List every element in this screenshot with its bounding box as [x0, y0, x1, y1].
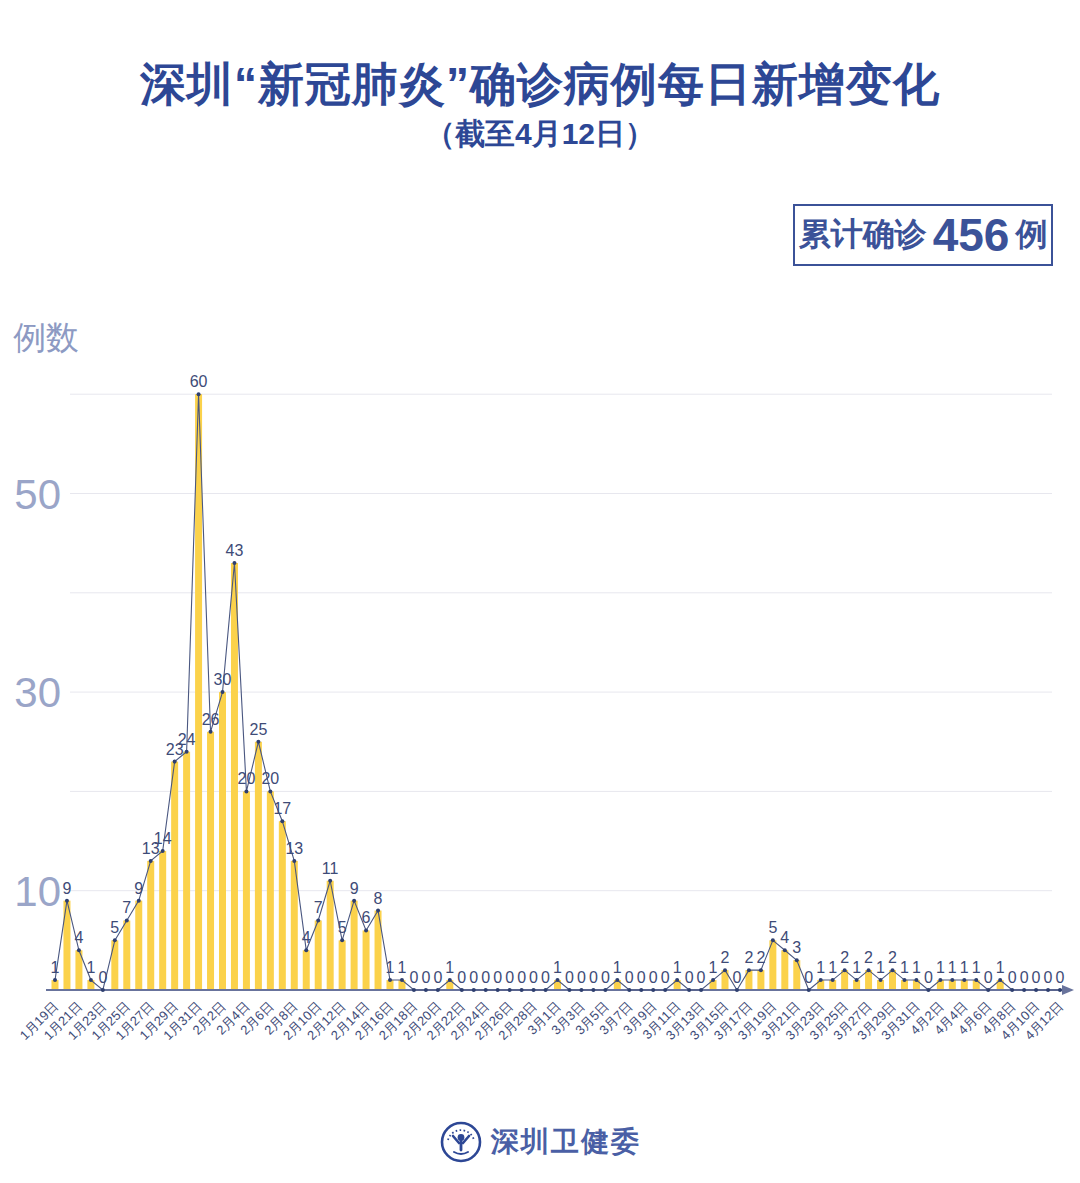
svg-text:1: 1	[948, 959, 957, 976]
svg-text:0: 0	[1044, 969, 1053, 986]
svg-text:0: 0	[697, 969, 706, 986]
svg-text:1: 1	[86, 959, 95, 976]
footer: 深圳卫健委	[0, 1120, 1080, 1164]
gridlines	[70, 394, 1052, 891]
svg-text:0: 0	[733, 969, 742, 986]
svg-text:5: 5	[768, 919, 777, 936]
svg-text:0: 0	[661, 969, 670, 986]
daily-new-cases-chart: 1030501941057913142324602630432025201713…	[0, 0, 1080, 1183]
svg-text:1: 1	[960, 959, 969, 976]
svg-text:0: 0	[649, 969, 658, 986]
svg-text:5: 5	[338, 919, 347, 936]
svg-text:0: 0	[469, 969, 478, 986]
svg-text:2: 2	[840, 949, 849, 966]
svg-text:0: 0	[457, 969, 466, 986]
svg-text:1: 1	[386, 959, 395, 976]
svg-text:0: 0	[601, 969, 610, 986]
svg-text:1: 1	[816, 959, 825, 976]
svg-text:13: 13	[285, 840, 303, 857]
svg-text:25: 25	[249, 721, 267, 738]
svg-text:30: 30	[14, 669, 61, 716]
svg-text:20: 20	[238, 770, 256, 787]
svg-text:4: 4	[74, 929, 83, 946]
y-axis-tick-labels: 10 30 50	[14, 471, 61, 915]
svg-text:1: 1	[876, 959, 885, 976]
svg-text:0: 0	[98, 969, 107, 986]
svg-text:1: 1	[673, 959, 682, 976]
svg-text:0: 0	[685, 969, 694, 986]
svg-text:0: 0	[804, 969, 813, 986]
svg-text:17: 17	[273, 800, 291, 817]
svg-text:30: 30	[214, 671, 232, 688]
svg-text:1: 1	[912, 959, 921, 976]
svg-text:0: 0	[589, 969, 598, 986]
svg-text:1: 1	[828, 959, 837, 976]
svg-text:7: 7	[314, 899, 323, 916]
svg-text:0: 0	[577, 969, 586, 986]
svg-text:1: 1	[51, 959, 60, 976]
svg-text:8: 8	[374, 890, 383, 907]
svg-text:0: 0	[1008, 969, 1017, 986]
svg-text:11: 11	[322, 860, 339, 877]
svg-text:0: 0	[565, 969, 574, 986]
svg-text:7: 7	[122, 899, 131, 916]
svg-text:1: 1	[852, 959, 861, 976]
svg-text:9: 9	[134, 880, 143, 897]
svg-text:0: 0	[517, 969, 526, 986]
svg-text:0: 0	[625, 969, 634, 986]
svg-text:6: 6	[362, 909, 371, 926]
svg-text:1: 1	[398, 959, 407, 976]
svg-text:43: 43	[226, 542, 244, 559]
svg-text:2: 2	[744, 949, 753, 966]
svg-text:1: 1	[936, 959, 945, 976]
x-axis-tick-labels: 1月19日1月21日1月23日1月25日1月27日1月29日1月31日2月2日2…	[17, 999, 1066, 1043]
svg-text:0: 0	[984, 969, 993, 986]
svg-text:0: 0	[409, 969, 418, 986]
svg-text:2: 2	[864, 949, 873, 966]
svg-text:3: 3	[792, 939, 801, 956]
svg-text:2: 2	[721, 949, 730, 966]
svg-text:1: 1	[709, 959, 718, 976]
svg-text:0: 0	[433, 969, 442, 986]
svg-text:1: 1	[972, 959, 981, 976]
svg-text:0: 0	[505, 969, 514, 986]
svg-text:10: 10	[14, 868, 61, 915]
svg-text:1: 1	[613, 959, 622, 976]
svg-text:1: 1	[900, 959, 909, 976]
svg-text:5: 5	[110, 919, 119, 936]
footer-org-name: 深圳卫健委	[491, 1123, 641, 1161]
svg-text:1: 1	[996, 959, 1005, 976]
shenzhen-health-logo-icon	[439, 1120, 483, 1164]
svg-text:0: 0	[1032, 969, 1041, 986]
svg-text:9: 9	[63, 880, 72, 897]
svg-text:0: 0	[924, 969, 933, 986]
svg-text:0: 0	[421, 969, 430, 986]
svg-text:0: 0	[637, 969, 646, 986]
svg-text:0: 0	[1056, 969, 1065, 986]
svg-text:24: 24	[178, 731, 196, 748]
svg-text:26: 26	[202, 711, 220, 728]
svg-text:0: 0	[481, 969, 490, 986]
svg-text:60: 60	[190, 373, 208, 390]
svg-text:14: 14	[154, 830, 172, 847]
svg-text:0: 0	[529, 969, 538, 986]
svg-text:0: 0	[493, 969, 502, 986]
svg-text:2: 2	[756, 949, 765, 966]
svg-text:1: 1	[445, 959, 454, 976]
svg-text:20: 20	[261, 770, 279, 787]
svg-text:1: 1	[553, 959, 562, 976]
svg-text:9: 9	[350, 880, 359, 897]
svg-text:4: 4	[780, 929, 789, 946]
svg-text:50: 50	[14, 471, 61, 518]
svg-text:2: 2	[888, 949, 897, 966]
value-labels: 1941057913142324602630432025201713471159…	[51, 373, 1065, 986]
svg-text:0: 0	[1020, 969, 1029, 986]
svg-text:0: 0	[541, 969, 550, 986]
svg-text:4: 4	[302, 929, 311, 946]
